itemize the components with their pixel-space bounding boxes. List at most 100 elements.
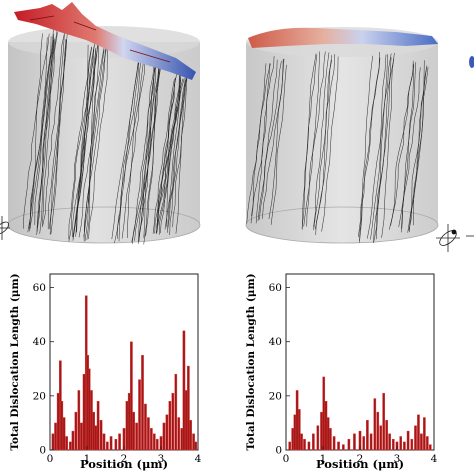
bar <box>60 401 64 451</box>
dislocation-line <box>250 63 267 224</box>
bar <box>410 438 414 451</box>
dislocation-line <box>407 67 427 233</box>
bar <box>162 422 166 451</box>
bar <box>420 433 423 451</box>
dislocation-line <box>152 78 175 234</box>
bar <box>165 414 169 451</box>
dislocation-line <box>257 60 282 221</box>
bar <box>127 392 131 451</box>
dislocation-line <box>301 54 318 230</box>
bar <box>168 401 172 451</box>
dislocation-line <box>313 52 330 228</box>
bar <box>428 444 432 451</box>
dislocation-line <box>29 33 54 229</box>
bar <box>403 441 406 451</box>
dislocation-line <box>68 49 94 242</box>
dislocation-line <box>373 57 395 244</box>
bar <box>99 420 103 451</box>
bar <box>329 428 332 451</box>
bar <box>298 409 301 451</box>
bar <box>291 428 294 451</box>
right-figure: 0 1 2 3 4 0 20 40 60 Position (μm) Total Disloc… <box>245 27 460 471</box>
dislocation-line <box>251 56 275 217</box>
dislocation-line <box>72 45 95 238</box>
bar <box>295 390 299 451</box>
dislocation-line <box>359 55 373 241</box>
dislocation-line <box>367 53 392 239</box>
dislocation-line <box>156 72 178 228</box>
stress-ellipse-icon <box>0 216 10 240</box>
y-tick-label: 40 <box>269 336 282 348</box>
bar <box>132 411 135 451</box>
bar <box>379 425 383 451</box>
bar <box>65 436 68 451</box>
bar <box>102 433 106 451</box>
bar <box>423 417 426 451</box>
dislocation-line <box>358 51 380 238</box>
dislocation-line <box>117 58 145 239</box>
bar <box>184 390 188 451</box>
x-tick-label: 1 <box>84 453 91 465</box>
dislocation-line <box>166 71 180 227</box>
dislocation-network <box>23 29 188 245</box>
bar <box>385 420 388 451</box>
dislocation-line <box>169 79 186 236</box>
dislocation-length-chart: 0 1 2 3 4 0 20 40 60 Position (μm) Total Disloc… <box>245 273 438 471</box>
dislocation-line <box>306 51 326 227</box>
dislocation-line <box>34 29 54 226</box>
dislocation-line <box>303 51 320 227</box>
dislocation-length-chart: 0 1 2 3 4 0 20 40 60 Position (μm) Total Disloc… <box>9 273 202 471</box>
bar <box>189 420 192 451</box>
bar <box>71 430 75 451</box>
dislocation-line <box>127 57 142 239</box>
bar <box>194 441 198 451</box>
x-tick-label: 4 <box>195 453 202 465</box>
dislocation-line <box>398 62 417 228</box>
bar <box>366 420 369 451</box>
dislocation-line <box>134 60 161 241</box>
bar <box>293 414 297 451</box>
bar <box>391 438 395 451</box>
dislocation-line <box>175 78 188 234</box>
dislocation-line <box>172 72 188 228</box>
dislocation-line <box>36 36 54 232</box>
dislocation-line <box>390 60 414 226</box>
y-axis-ticks: 0 20 40 60 <box>269 282 290 457</box>
bar <box>312 433 315 451</box>
dislocation-line <box>84 49 105 242</box>
bar <box>369 433 373 451</box>
x-axis-ticks: 0 1 2 3 4 <box>283 446 438 465</box>
dislocation-line <box>49 39 67 235</box>
bar <box>109 436 113 451</box>
bar <box>406 430 410 451</box>
bar <box>353 433 356 451</box>
dislocation-line <box>375 54 388 240</box>
dislocation-line <box>47 34 65 230</box>
dislocation-line <box>42 30 58 226</box>
bar <box>320 411 323 451</box>
bar <box>94 425 98 451</box>
bar <box>150 428 153 451</box>
x-axis-label: Position (μm) <box>316 457 404 471</box>
bar <box>69 441 72 451</box>
bar <box>141 355 144 451</box>
y-axis-label: Total Dislocation Length (μm) <box>245 273 257 450</box>
bar <box>342 444 345 451</box>
y-tick-label: 0 <box>275 445 282 457</box>
deformed-surface <box>248 27 438 48</box>
bar <box>180 428 184 451</box>
bar <box>171 392 175 451</box>
bar <box>337 441 340 451</box>
dislocation-line <box>255 63 270 224</box>
dislocation-line <box>370 54 387 240</box>
bar <box>182 330 186 451</box>
bar <box>426 436 429 451</box>
bar <box>77 390 81 451</box>
dislocation-line <box>75 44 89 237</box>
dislocation-line <box>315 59 333 235</box>
dislocation-line <box>145 56 160 237</box>
dislocation-line <box>88 46 109 240</box>
y-tick-label: 60 <box>269 282 282 294</box>
bar <box>114 438 118 451</box>
bar <box>174 373 178 451</box>
